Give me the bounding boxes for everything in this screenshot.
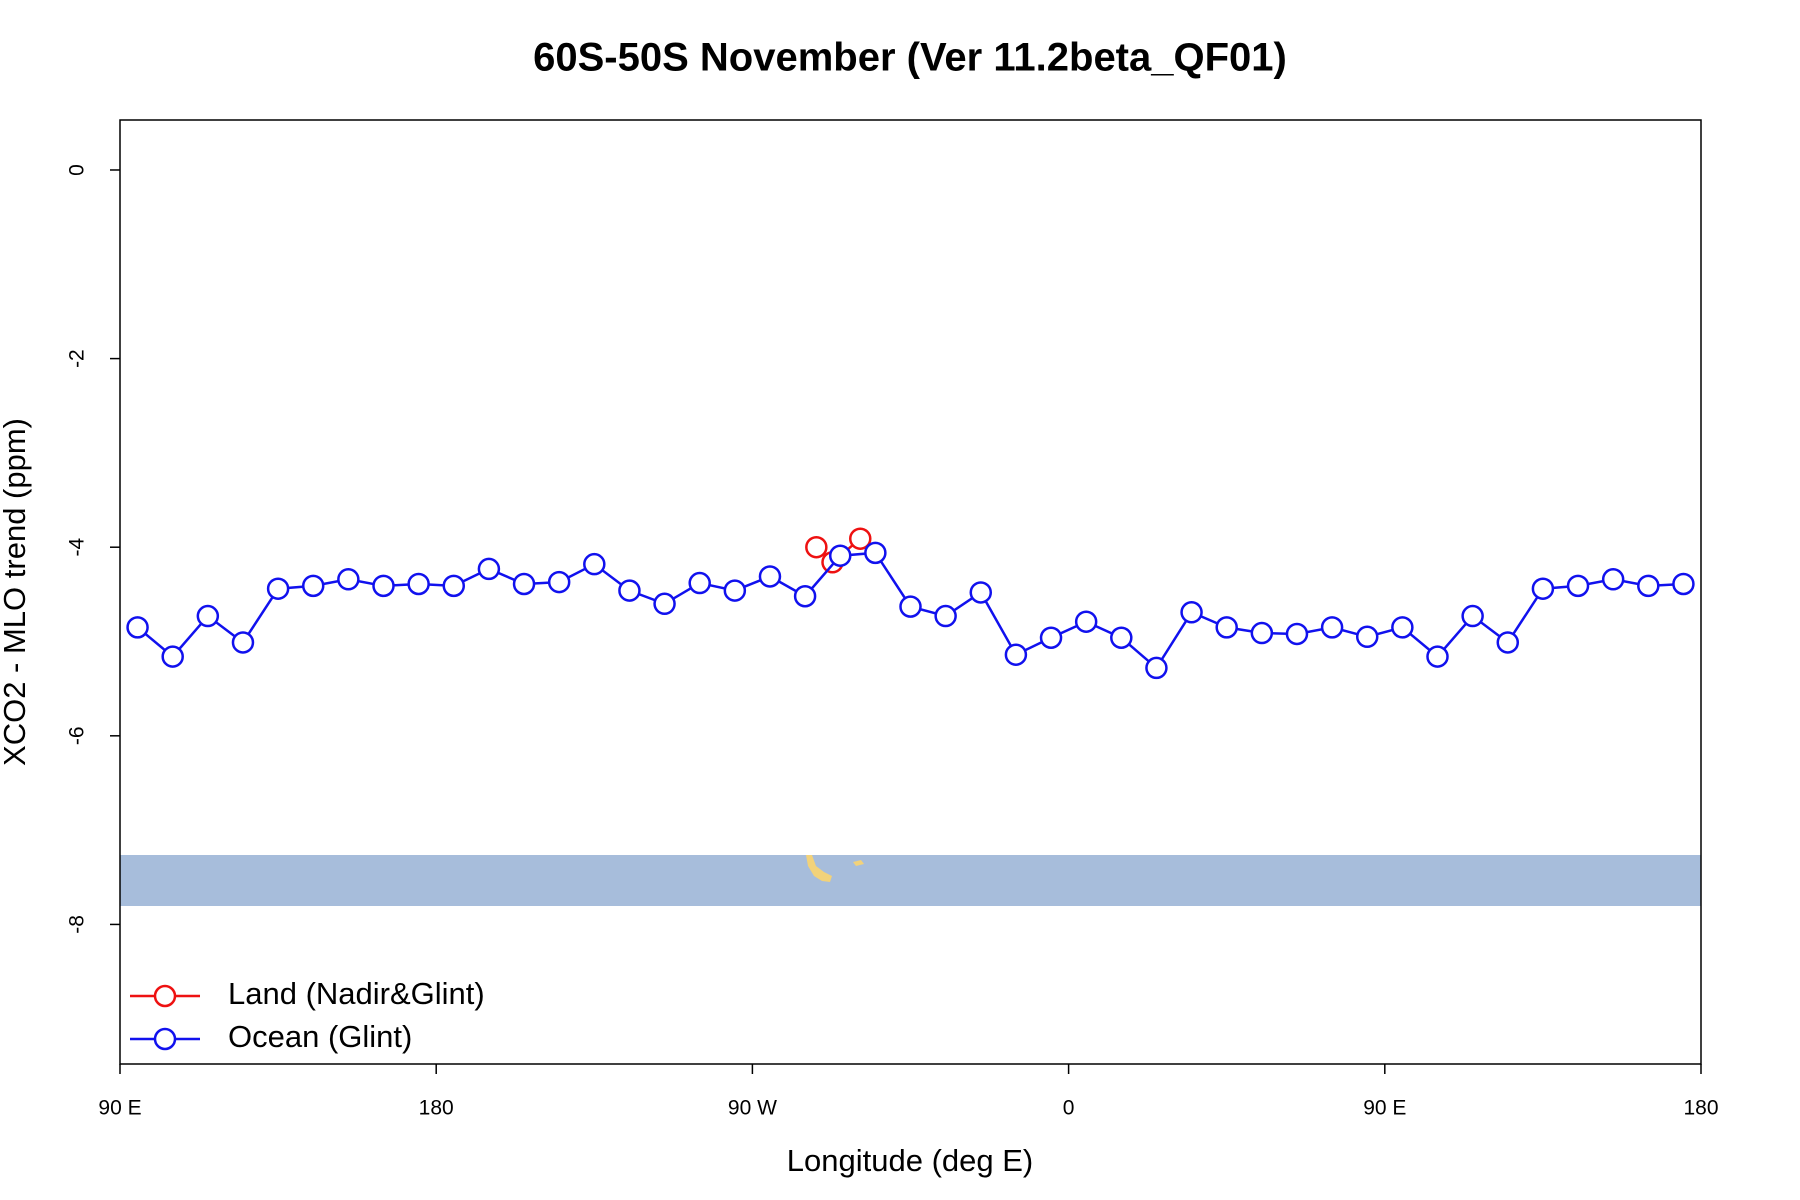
data-point [372, 574, 395, 598]
data-point [407, 572, 430, 596]
data-point [1180, 601, 1203, 624]
data-point [849, 527, 872, 550]
data-point [231, 631, 255, 654]
data-point [1637, 574, 1660, 598]
data-point [1391, 616, 1414, 639]
data-point [547, 570, 571, 594]
data-point [1496, 631, 1520, 654]
data-point [1145, 656, 1168, 680]
data-point [1215, 616, 1238, 639]
map-strip [120, 855, 1701, 906]
legend-marker [153, 1027, 177, 1051]
data-point [1320, 616, 1344, 639]
x-tick-label: 90 E [98, 1097, 141, 1120]
data-point [126, 616, 149, 639]
map-land [806, 855, 832, 882]
data-point [477, 557, 501, 581]
x-tick-label: 0 [1063, 1097, 1075, 1120]
map-land [853, 860, 864, 866]
data-point [805, 535, 828, 559]
data-point [266, 577, 290, 600]
data-point [618, 579, 641, 602]
x-tick-label: 90 W [728, 1097, 777, 1120]
data-point [828, 544, 852, 567]
data-point [301, 574, 325, 598]
data-point [1531, 577, 1555, 600]
data-point [196, 604, 220, 628]
data-point [653, 592, 676, 616]
data-point [969, 581, 993, 604]
data-point [1566, 574, 1590, 598]
chart-title: 60S-50S November (Ver 11.2beta_QF01) [533, 36, 1287, 80]
y-tick-label: 0 [66, 164, 89, 176]
data-point [934, 604, 957, 628]
data-point [1461, 604, 1484, 628]
data-point [161, 645, 184, 668]
data-point [688, 571, 711, 595]
y-tick-label: -6 [66, 726, 89, 745]
data-point [1110, 626, 1133, 649]
data-point [1074, 610, 1098, 633]
data-point [723, 579, 747, 602]
data-point [583, 552, 606, 576]
data-point [337, 568, 360, 591]
y-tick-label: -8 [66, 915, 89, 934]
data-point [1039, 626, 1063, 649]
x-tick-label: 90 E [1363, 1097, 1406, 1120]
data-point [1426, 645, 1449, 668]
x-axis-label: Longitude (deg E) [787, 1143, 1033, 1178]
data-point [864, 541, 887, 565]
data-point [1355, 625, 1379, 649]
data-point [1601, 568, 1625, 591]
data-point [442, 574, 466, 598]
data-point [1250, 621, 1274, 645]
y-tick-label: -4 [66, 538, 89, 557]
data-point [1672, 572, 1695, 596]
data-point [793, 584, 817, 608]
legend-label: Ocean (Glint) [228, 1019, 412, 1054]
data-point [1004, 643, 1028, 666]
data-point [758, 565, 782, 588]
x-tick-label: 180 [1683, 1097, 1718, 1120]
legend-marker [153, 984, 177, 1008]
x-tick-label: 180 [419, 1097, 454, 1120]
y-axis-label: XCO2 - MLO trend (ppm) [0, 418, 32, 766]
plot-frame [119, 119, 1702, 1065]
y-tick-label: -2 [66, 349, 89, 368]
data-point [1285, 622, 1309, 646]
data-point [512, 572, 536, 596]
data-point [899, 595, 922, 618]
legend-label: Land (Nadir&Glint) [228, 976, 485, 1011]
